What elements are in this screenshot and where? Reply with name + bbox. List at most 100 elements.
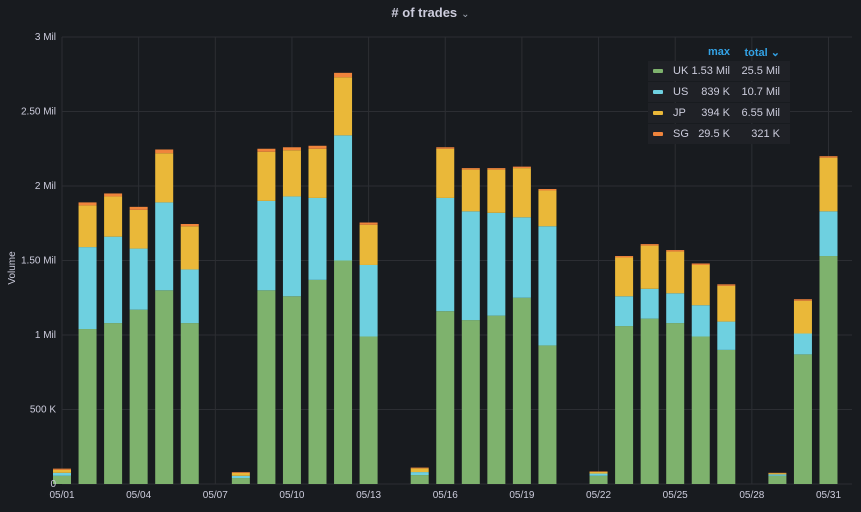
legend-row-uk[interactable]: UK 1.53 Mil 25.5 Mil xyxy=(648,61,790,81)
bar-segment-jp[interactable] xyxy=(231,472,250,476)
bar-segment-uk[interactable] xyxy=(793,354,812,484)
bar-segment-us[interactable] xyxy=(512,217,531,298)
bar-segment-jp[interactable] xyxy=(487,169,506,213)
legend-row-us[interactable]: US 839 K 10.7 Mil xyxy=(648,82,790,102)
bar-segment-sg[interactable] xyxy=(231,472,250,473)
bar-segment-sg[interactable] xyxy=(538,188,557,191)
bar-segment-jp[interactable] xyxy=(589,471,608,474)
bar-segment-sg[interactable] xyxy=(436,147,455,149)
bar-segment-uk[interactable] xyxy=(487,315,506,484)
bar-segment-us[interactable] xyxy=(691,305,710,337)
bar-segment-jp[interactable] xyxy=(359,224,378,265)
bar-segment-sg[interactable] xyxy=(615,256,634,258)
bar-segment-us[interactable] xyxy=(768,474,787,476)
bar-segment-us[interactable] xyxy=(615,296,634,327)
bar-segment-jp[interactable] xyxy=(104,196,123,237)
bar-segment-uk[interactable] xyxy=(231,478,250,484)
bar-segment-sg[interactable] xyxy=(512,166,531,169)
bar-segment-us[interactable] xyxy=(231,475,250,479)
bar-segment-uk[interactable] xyxy=(589,475,608,484)
bar-segment-us[interactable] xyxy=(793,333,812,355)
panel-title-text[interactable]: # of trades xyxy=(391,5,458,20)
bar-segment-jp[interactable] xyxy=(334,77,353,136)
bar-segment-sg[interactable] xyxy=(487,168,506,170)
bar-segment-uk[interactable] xyxy=(538,345,557,484)
chevron-down-icon[interactable]: ⌄ xyxy=(461,9,470,20)
bar-segment-uk[interactable] xyxy=(691,336,710,484)
bar-segment-uk[interactable] xyxy=(257,290,276,484)
bar-segment-sg[interactable] xyxy=(282,147,301,151)
bar-segment-jp[interactable] xyxy=(410,468,429,473)
bar-segment-jp[interactable] xyxy=(129,209,148,249)
legend-name[interactable]: SG xyxy=(673,128,689,140)
bar-segment-jp[interactable] xyxy=(819,157,838,212)
bar-segment-uk[interactable] xyxy=(104,323,123,484)
bar-segment-us[interactable] xyxy=(410,472,429,476)
bar-segment-us[interactable] xyxy=(78,247,97,330)
bar-segment-jp[interactable] xyxy=(666,251,685,294)
bar-segment-jp[interactable] xyxy=(793,300,812,334)
legend-row-jp[interactable]: JP 394 K 6.55 Mil xyxy=(648,103,790,123)
bar-segment-us[interactable] xyxy=(180,269,199,324)
bar-segment-uk[interactable] xyxy=(436,311,455,484)
bar-segment-uk[interactable] xyxy=(155,290,174,484)
bar-segment-us[interactable] xyxy=(257,200,276,291)
bar-segment-jp[interactable] xyxy=(308,148,327,198)
bar-segment-sg[interactable] xyxy=(180,223,199,227)
bar-segment-jp[interactable] xyxy=(180,226,199,270)
bar-segment-jp[interactable] xyxy=(155,153,174,203)
legend-name[interactable]: JP xyxy=(673,107,686,119)
bar-segment-jp[interactable] xyxy=(691,264,710,306)
bar-segment-jp[interactable] xyxy=(257,151,276,201)
bar-segment-sg[interactable] xyxy=(793,299,812,301)
bar-segment-sg[interactable] xyxy=(257,148,276,152)
bar-segment-us[interactable] xyxy=(461,211,480,321)
bar-segment-us[interactable] xyxy=(359,264,378,337)
bar-segment-uk[interactable] xyxy=(308,279,327,484)
bar-segment-uk[interactable] xyxy=(410,475,429,484)
sort-chevron-icon[interactable]: ⌄ xyxy=(770,46,780,59)
bar-segment-sg[interactable] xyxy=(819,156,838,158)
bar-segment-us[interactable] xyxy=(129,248,148,310)
legend-name[interactable]: US xyxy=(673,86,689,98)
bar-segment-jp[interactable] xyxy=(640,245,659,289)
bar-segment-jp[interactable] xyxy=(461,169,480,212)
bar-segment-uk[interactable] xyxy=(768,475,787,484)
bar-segment-jp[interactable] xyxy=(717,285,736,322)
bar-segment-uk[interactable] xyxy=(819,256,838,484)
bar-segment-us[interactable] xyxy=(717,321,736,350)
bar-segment-uk[interactable] xyxy=(334,260,353,485)
bar-segment-uk[interactable] xyxy=(666,323,685,484)
bar-segment-jp[interactable] xyxy=(538,190,557,227)
bar-segment-sg[interactable] xyxy=(334,72,353,78)
bar-segment-jp[interactable] xyxy=(768,473,787,475)
bar-segment-sg[interactable] xyxy=(53,468,71,470)
bar-segment-us[interactable] xyxy=(282,196,301,297)
bar-segment-sg[interactable] xyxy=(78,202,97,206)
bar-segment-uk[interactable] xyxy=(78,329,97,484)
bar-segment-sg[interactable] xyxy=(155,149,174,154)
bar-segment-sg[interactable] xyxy=(640,244,659,246)
bar-segment-sg[interactable] xyxy=(666,250,685,252)
bar-segment-sg[interactable] xyxy=(129,206,148,210)
bar-segment-us[interactable] xyxy=(819,211,838,257)
bar-segment-us[interactable] xyxy=(436,197,455,312)
bar-segment-us[interactable] xyxy=(487,212,506,316)
bar-segment-sg[interactable] xyxy=(691,263,710,265)
bar-segment-jp[interactable] xyxy=(436,148,455,198)
bar-segment-sg[interactable] xyxy=(308,145,327,149)
bar-segment-us[interactable] xyxy=(53,472,71,476)
legend-header-total-label[interactable]: total xyxy=(744,46,768,59)
bar-segment-uk[interactable] xyxy=(180,323,199,484)
bar-segment-us[interactable] xyxy=(104,236,123,324)
bar-segment-uk[interactable] xyxy=(615,326,634,484)
legend-header-total[interactable]: total ⌄ xyxy=(730,46,780,59)
legend-header-max[interactable]: max xyxy=(707,46,730,58)
bar-segment-uk[interactable] xyxy=(129,309,148,484)
bar-segment-us[interactable] xyxy=(308,197,327,280)
bar-segment-us[interactable] xyxy=(666,293,685,324)
bar-segment-sg[interactable] xyxy=(359,222,378,225)
bar-segment-jp[interactable] xyxy=(282,150,301,197)
bar-segment-us[interactable] xyxy=(589,473,608,476)
bar-segment-us[interactable] xyxy=(155,202,174,291)
